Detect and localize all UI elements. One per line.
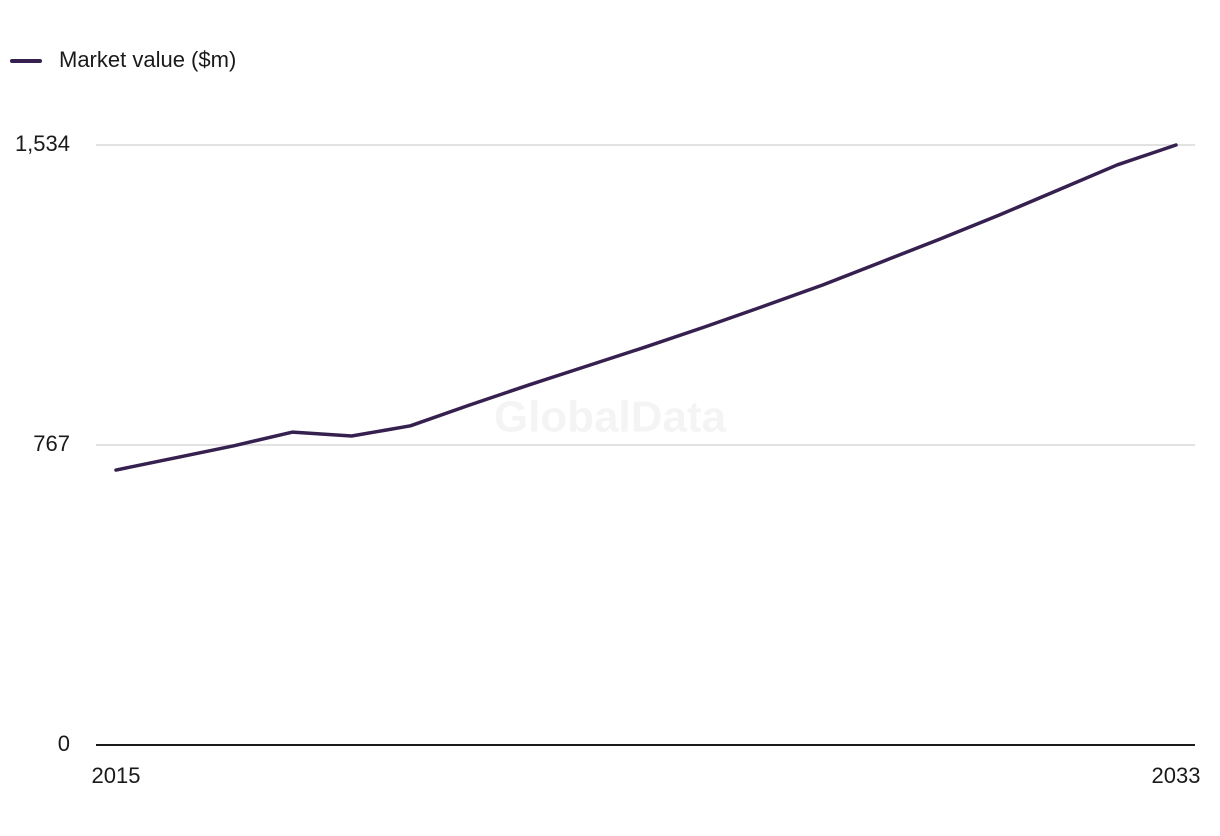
x-tick-label: 2015: [92, 763, 141, 788]
y-tick-label: 1,534: [15, 131, 70, 156]
y-tick-label: 0: [58, 731, 70, 756]
series-line: [114, 143, 1178, 472]
y-tick-label: 767: [33, 431, 70, 456]
legend-label: Market value ($m): [59, 47, 236, 72]
x-tick-label: 2033: [1152, 763, 1201, 788]
watermark: GlobalData: [494, 393, 727, 442]
